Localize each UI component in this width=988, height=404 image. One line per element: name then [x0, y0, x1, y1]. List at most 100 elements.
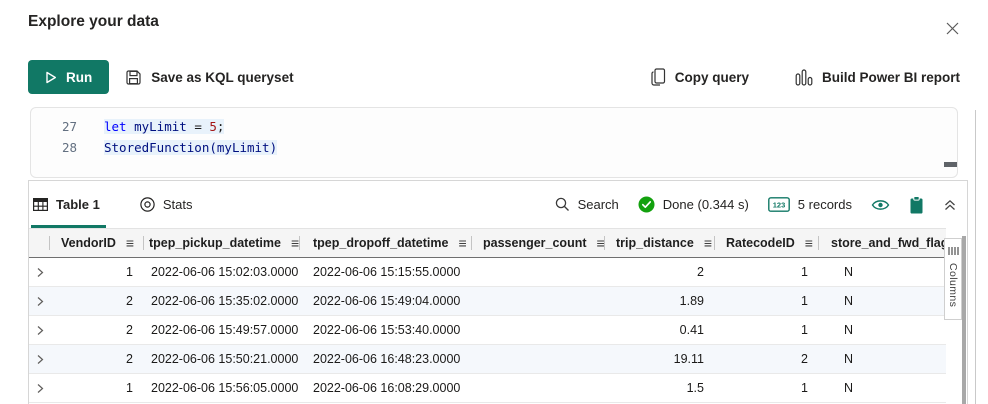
- row-expand-button[interactable]: [29, 354, 49, 365]
- cell-vendorid: 2: [126, 352, 133, 366]
- code-token: let: [104, 119, 127, 134]
- cell-trip-distance: 1.89: [679, 294, 704, 308]
- cell-pickup-datetime: 2022-06-06 15:50:21.0000: [151, 352, 299, 366]
- grid-body: 1 2022-06-06 15:02:03.0000 2022-06-06 15…: [29, 258, 946, 403]
- toolbar: Run Save as KQL queryset Copy query Buil…: [28, 59, 960, 95]
- code-line-28: 28 StoredFunction(myLimit): [31, 137, 957, 158]
- query-status: Done (0.344 s): [638, 196, 749, 213]
- copy-query-label: Copy query: [674, 69, 749, 85]
- copy-results-button[interactable]: [909, 195, 924, 214]
- grid-header-row: VendorID ≡ tpep_pickup_datetime ≡ tpep_dro…: [29, 228, 946, 258]
- cell-dropoff-datetime: 2022-06-06 15:53:40.0000: [313, 323, 461, 337]
- results-panel: Table 1 Stats Search Done (0.344 s) 123 …: [28, 180, 968, 404]
- column-menu-icon[interactable]: ≡: [804, 235, 813, 251]
- column-header-ratecodeid[interactable]: RatecodeID ≡: [714, 229, 818, 257]
- chevron-right-icon: [37, 296, 44, 306]
- column-header-dropoff-datetime[interactable]: tpep_dropoff_datetime ≡: [299, 229, 471, 257]
- powerbi-bars-icon: [795, 68, 813, 86]
- columns-panel-tab[interactable]: Columns: [944, 238, 962, 320]
- cell-ratecodeid: 1: [801, 294, 808, 308]
- cell-ratecodeid: 2: [801, 352, 808, 366]
- cell-store-fwd-flag: N: [844, 352, 854, 366]
- chevron-right-icon: [37, 267, 44, 277]
- columns-icon: [947, 247, 959, 255]
- table-row-2: 2 2022-06-06 15:35:02.0000 2022-06-06 15…: [29, 287, 946, 316]
- copy-query-button[interactable]: Copy query: [650, 68, 749, 86]
- column-header-passenger-count[interactable]: passenger_count ≡: [471, 229, 604, 257]
- close-button[interactable]: [942, 18, 962, 38]
- cell-dropoff-datetime: 2022-06-06 15:15:55.0000: [313, 265, 461, 279]
- tab-table-1-label: Table 1: [56, 197, 100, 212]
- cell-trip-distance: 2: [697, 265, 704, 279]
- cell-trip-distance: 19.11: [673, 352, 704, 366]
- code-token: =: [194, 119, 210, 134]
- code-token: ): [269, 140, 278, 155]
- editor-scrollbar-thumb[interactable]: [944, 162, 957, 167]
- page-title: Explore your data: [28, 13, 159, 30]
- toolbar-right-group: Copy query Build Power BI report: [650, 68, 960, 86]
- preview-toggle-button[interactable]: [871, 198, 890, 212]
- column-menu-icon[interactable]: ≡: [703, 235, 712, 251]
- column-divider: [49, 236, 50, 250]
- columns-panel-label: Columns: [947, 263, 959, 308]
- search-icon: [555, 197, 569, 211]
- dialog-scrollbar-track[interactable]: [975, 110, 976, 404]
- grid-scrollbar-thumb[interactable]: [962, 236, 966, 404]
- column-header-label: store_and_fwd_flag: [831, 236, 946, 250]
- cell-pickup-datetime: 2022-06-06 15:56:05.0000: [151, 381, 299, 395]
- cell-pickup-datetime: 2022-06-06 15:02:03.0000: [151, 265, 299, 279]
- cell-vendorid: 1: [126, 265, 133, 279]
- column-header-label: RatecodeID: [726, 236, 795, 250]
- results-statusbar: Search Done (0.344 s) 123 5 records: [555, 195, 967, 214]
- column-menu-icon[interactable]: ≡: [596, 235, 604, 251]
- cell-vendorid: 2: [126, 323, 133, 337]
- cell-vendorid: 1: [126, 381, 133, 395]
- column-menu-icon[interactable]: ≡: [290, 235, 299, 251]
- save-kql-queryset-button[interactable]: Save as KQL queryset: [125, 69, 294, 86]
- table-row-3: 2 2022-06-06 15:49:57.0000 2022-06-06 15…: [29, 316, 946, 345]
- cell-dropoff-datetime: 2022-06-06 15:49:04.0000: [313, 294, 461, 308]
- column-menu-icon[interactable]: ≡: [125, 235, 135, 251]
- eye-icon: [871, 199, 890, 210]
- build-powerbi-label: Build Power BI report: [821, 69, 960, 85]
- column-menu-icon[interactable]: ≡: [458, 235, 467, 251]
- tab-stats[interactable]: Stats: [136, 181, 205, 228]
- clipboard-icon: [910, 195, 923, 213]
- column-divider: [604, 236, 605, 250]
- cell-dropoff-datetime: 2022-06-06 16:48:23.0000: [313, 352, 461, 366]
- column-header-label: tpep_dropoff_datetime: [313, 236, 449, 250]
- column-header-store-fwd-flag[interactable]: store_and_fwd_flag: [818, 229, 946, 257]
- table-row-4: 2 2022-06-06 15:50:21.0000 2022-06-06 16…: [29, 345, 946, 374]
- code-token: (: [209, 140, 217, 155]
- line-number: 28: [61, 140, 77, 155]
- row-expand-button[interactable]: [29, 383, 49, 394]
- row-expand-button[interactable]: [29, 325, 49, 336]
- kql-code-editor[interactable]: 27 let myLimit = 5; 28 StoredFunction(my…: [30, 107, 958, 178]
- column-header-label: trip_distance: [616, 236, 694, 250]
- cell-ratecodeid: 1: [801, 381, 808, 395]
- column-divider: [471, 236, 472, 250]
- save-icon: [126, 69, 141, 85]
- run-button[interactable]: Run: [28, 60, 110, 94]
- tab-table-1[interactable]: Table 1: [31, 181, 112, 228]
- cell-dropoff-datetime: 2022-06-06 16:08:29.0000: [313, 381, 461, 395]
- search-button[interactable]: Search: [555, 197, 619, 212]
- chevron-right-icon: [37, 325, 44, 335]
- play-icon: [46, 71, 56, 83]
- build-powerbi-report-button[interactable]: Build Power BI report: [795, 68, 960, 86]
- collapse-results-button[interactable]: [943, 198, 957, 212]
- query-status-text: Done (0.344 s): [662, 197, 749, 212]
- row-expand-button[interactable]: [29, 296, 49, 307]
- code-token: 5: [209, 119, 217, 134]
- column-header-vendorid[interactable]: VendorID ≡: [49, 229, 143, 257]
- run-button-label: Run: [66, 69, 93, 85]
- cell-store-fwd-flag: N: [844, 265, 854, 279]
- column-header-trip-distance[interactable]: trip_distance ≡: [604, 229, 714, 257]
- success-check-icon: [638, 196, 655, 213]
- column-header-pickup-datetime[interactable]: tpep_pickup_datetime ≡: [143, 229, 299, 257]
- table-icon: [33, 198, 48, 211]
- code-text: let myLimit = 5;: [104, 116, 225, 137]
- row-expand-button[interactable]: [29, 267, 49, 278]
- tab-stats-label: Stats: [162, 197, 193, 212]
